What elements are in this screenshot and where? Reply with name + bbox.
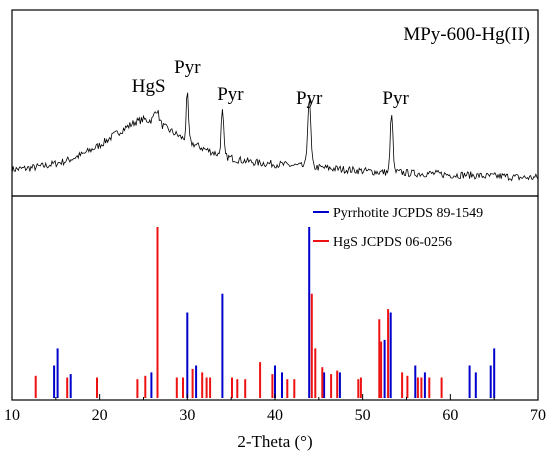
x-tick-label: 10: [4, 407, 20, 424]
legend: Pyrrhotite JCPDS 89-1549 HgS JCPDS 06-02…: [313, 206, 483, 250]
top-panel: MPy-600-Hg(II) HgS Pyr Pyr Pyr Pyr: [11, 9, 539, 197]
peak-label: Pyr: [296, 88, 323, 109]
xrd-pattern-line: [11, 92, 539, 182]
peak-label: Pyr: [174, 57, 201, 78]
x-axis-tick-labels: 10 20 30 40 50 60 70: [4, 407, 546, 424]
x-tick-label: 70: [530, 407, 546, 424]
legend-label-pyrrhotite: Pyrrhotite JCPDS 89-1549: [333, 206, 483, 221]
x-axis-title: 2-Theta (°): [237, 432, 312, 451]
x-tick-label: 60: [442, 407, 458, 424]
x-axis-ticks: [11, 394, 539, 400]
reference-bars: [34, 227, 496, 398]
bottom-panel: Pyrrhotite JCPDS 89-1549 HgS JCPDS 06-02…: [4, 195, 546, 451]
peak-label: HgS: [132, 76, 166, 97]
peak-label: Pyr: [382, 88, 409, 109]
peak-labels: HgS Pyr Pyr Pyr Pyr: [132, 57, 410, 109]
peak-label: Pyr: [217, 84, 244, 105]
legend-label-hgs: HgS JCPDS 06-0256: [333, 235, 452, 250]
sample-label: MPy-600-Hg(II): [403, 24, 530, 45]
x-tick-label: 30: [179, 407, 195, 424]
x-tick-label: 50: [355, 407, 371, 424]
x-tick-label: 20: [92, 407, 108, 424]
x-tick-label: 40: [267, 407, 283, 424]
